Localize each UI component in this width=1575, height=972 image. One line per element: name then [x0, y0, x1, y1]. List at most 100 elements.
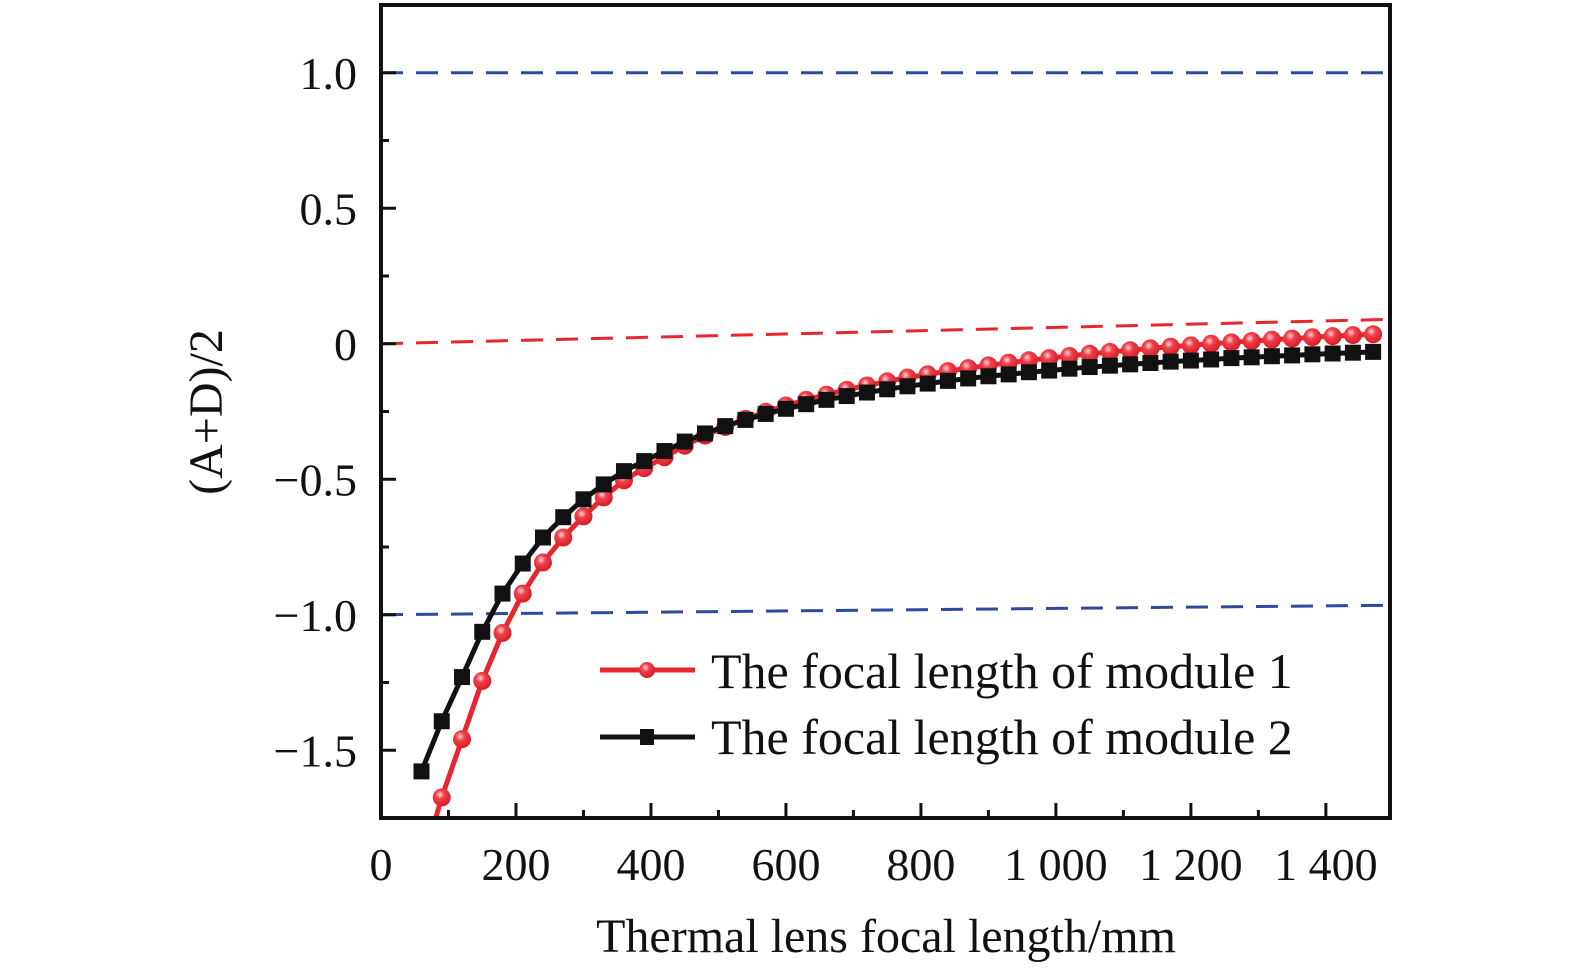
data-point	[554, 528, 573, 547]
data-point	[493, 623, 512, 642]
data-point	[534, 529, 551, 546]
x-tick-labels: 0 200 400 600 800 1 000 1 200 1 400	[370, 839, 1378, 890]
data-point	[1242, 332, 1261, 351]
data-point	[838, 388, 855, 405]
x-tick-label: 0	[370, 839, 393, 890]
y-tick-label: −1.5	[274, 725, 357, 776]
x-axis-title: Thermal lens focal length/mm	[596, 910, 1176, 963]
data-point	[1061, 360, 1078, 377]
data-point	[1161, 337, 1180, 356]
x-tick-label: 1 200	[1139, 839, 1243, 890]
y-tick-label: 1.0	[300, 48, 358, 99]
data-point	[1100, 342, 1119, 361]
data-point	[1141, 339, 1160, 358]
data-point	[1202, 334, 1221, 353]
data-point	[473, 671, 492, 690]
data-point	[858, 384, 875, 401]
y-tick-label: 0.5	[300, 183, 358, 234]
data-point	[432, 788, 451, 807]
data-point	[1020, 364, 1037, 381]
data-point	[960, 370, 977, 387]
data-point	[919, 375, 936, 392]
data-point	[453, 669, 470, 686]
x-tick-label: 600	[751, 839, 820, 890]
data-point	[1364, 325, 1383, 344]
data-point	[757, 405, 774, 422]
data-point	[1262, 330, 1281, 349]
data-point	[1222, 333, 1241, 352]
reference-line-2	[383, 317, 1388, 346]
data-point	[656, 443, 673, 460]
data-point	[575, 491, 592, 508]
data-point	[474, 623, 491, 640]
data-point	[1323, 327, 1342, 346]
legend-item-module-2: The focal length of module 2	[600, 709, 1293, 765]
legend-marker-circle	[639, 662, 655, 678]
series-layer	[412, 325, 1383, 876]
data-point	[737, 411, 754, 428]
data-point	[412, 858, 430, 876]
legend-label-module-2: The focal length of module 2	[711, 709, 1293, 765]
data-point	[413, 763, 430, 780]
data-point	[1324, 345, 1341, 362]
data-point	[1284, 347, 1301, 364]
y-tick-label: −1.0	[274, 590, 357, 641]
data-point	[1000, 366, 1017, 383]
y-axis-title: (A+D)/2	[180, 329, 233, 495]
data-point	[939, 372, 956, 389]
series-2	[413, 343, 1382, 780]
data-point	[595, 476, 612, 493]
data-point	[1142, 354, 1159, 371]
data-point	[777, 400, 794, 417]
data-point	[574, 507, 593, 526]
x-tick-label: 800	[886, 839, 955, 890]
data-point	[1080, 344, 1099, 363]
data-point	[1121, 341, 1140, 360]
data-point	[452, 730, 471, 749]
legend-item-module-1: The focal length of module 1	[600, 643, 1293, 699]
data-point	[879, 381, 896, 398]
data-point	[615, 463, 632, 480]
data-point	[1081, 359, 1098, 376]
data-point	[1304, 346, 1321, 363]
data-point	[1344, 344, 1361, 361]
data-point	[1283, 329, 1302, 348]
data-point	[1243, 349, 1260, 366]
data-point	[636, 453, 653, 470]
x-tick-label: 1 400	[1274, 839, 1378, 890]
data-point	[514, 555, 531, 572]
data-point	[899, 378, 916, 395]
data-point	[717, 418, 734, 435]
plot-frame	[379, 3, 1392, 820]
data-point	[1303, 328, 1322, 347]
y-tick-labels: 1.0 0.5 0 −0.5 −1.0 −1.5	[274, 48, 357, 777]
data-point	[1122, 356, 1139, 373]
x-tick-label: 400	[616, 839, 685, 890]
data-point	[513, 584, 532, 603]
data-point	[676, 433, 693, 450]
reference-lines	[383, 71, 1388, 617]
data-point	[1343, 326, 1362, 345]
data-point	[1041, 362, 1058, 379]
data-point	[980, 368, 997, 385]
x-tick-label: 200	[481, 839, 550, 890]
data-point	[555, 509, 572, 526]
data-point	[1182, 352, 1199, 369]
data-point	[798, 396, 815, 413]
y-tick-label: 0	[334, 319, 357, 370]
data-point	[1203, 351, 1220, 368]
data-point	[1181, 336, 1200, 355]
data-point	[594, 488, 613, 507]
reference-line-1	[383, 603, 1388, 617]
y-tick-label: −0.5	[274, 454, 357, 505]
legend: The focal length of module 1 The focal l…	[600, 643, 1293, 765]
data-point	[818, 391, 835, 408]
x-tick-label: 1 000	[1004, 839, 1108, 890]
legend-marker-square	[640, 729, 654, 745]
data-point	[533, 553, 552, 572]
series-line-1	[433, 331, 1374, 816]
data-point	[433, 713, 450, 730]
data-point	[494, 585, 511, 602]
data-point	[1101, 357, 1118, 374]
